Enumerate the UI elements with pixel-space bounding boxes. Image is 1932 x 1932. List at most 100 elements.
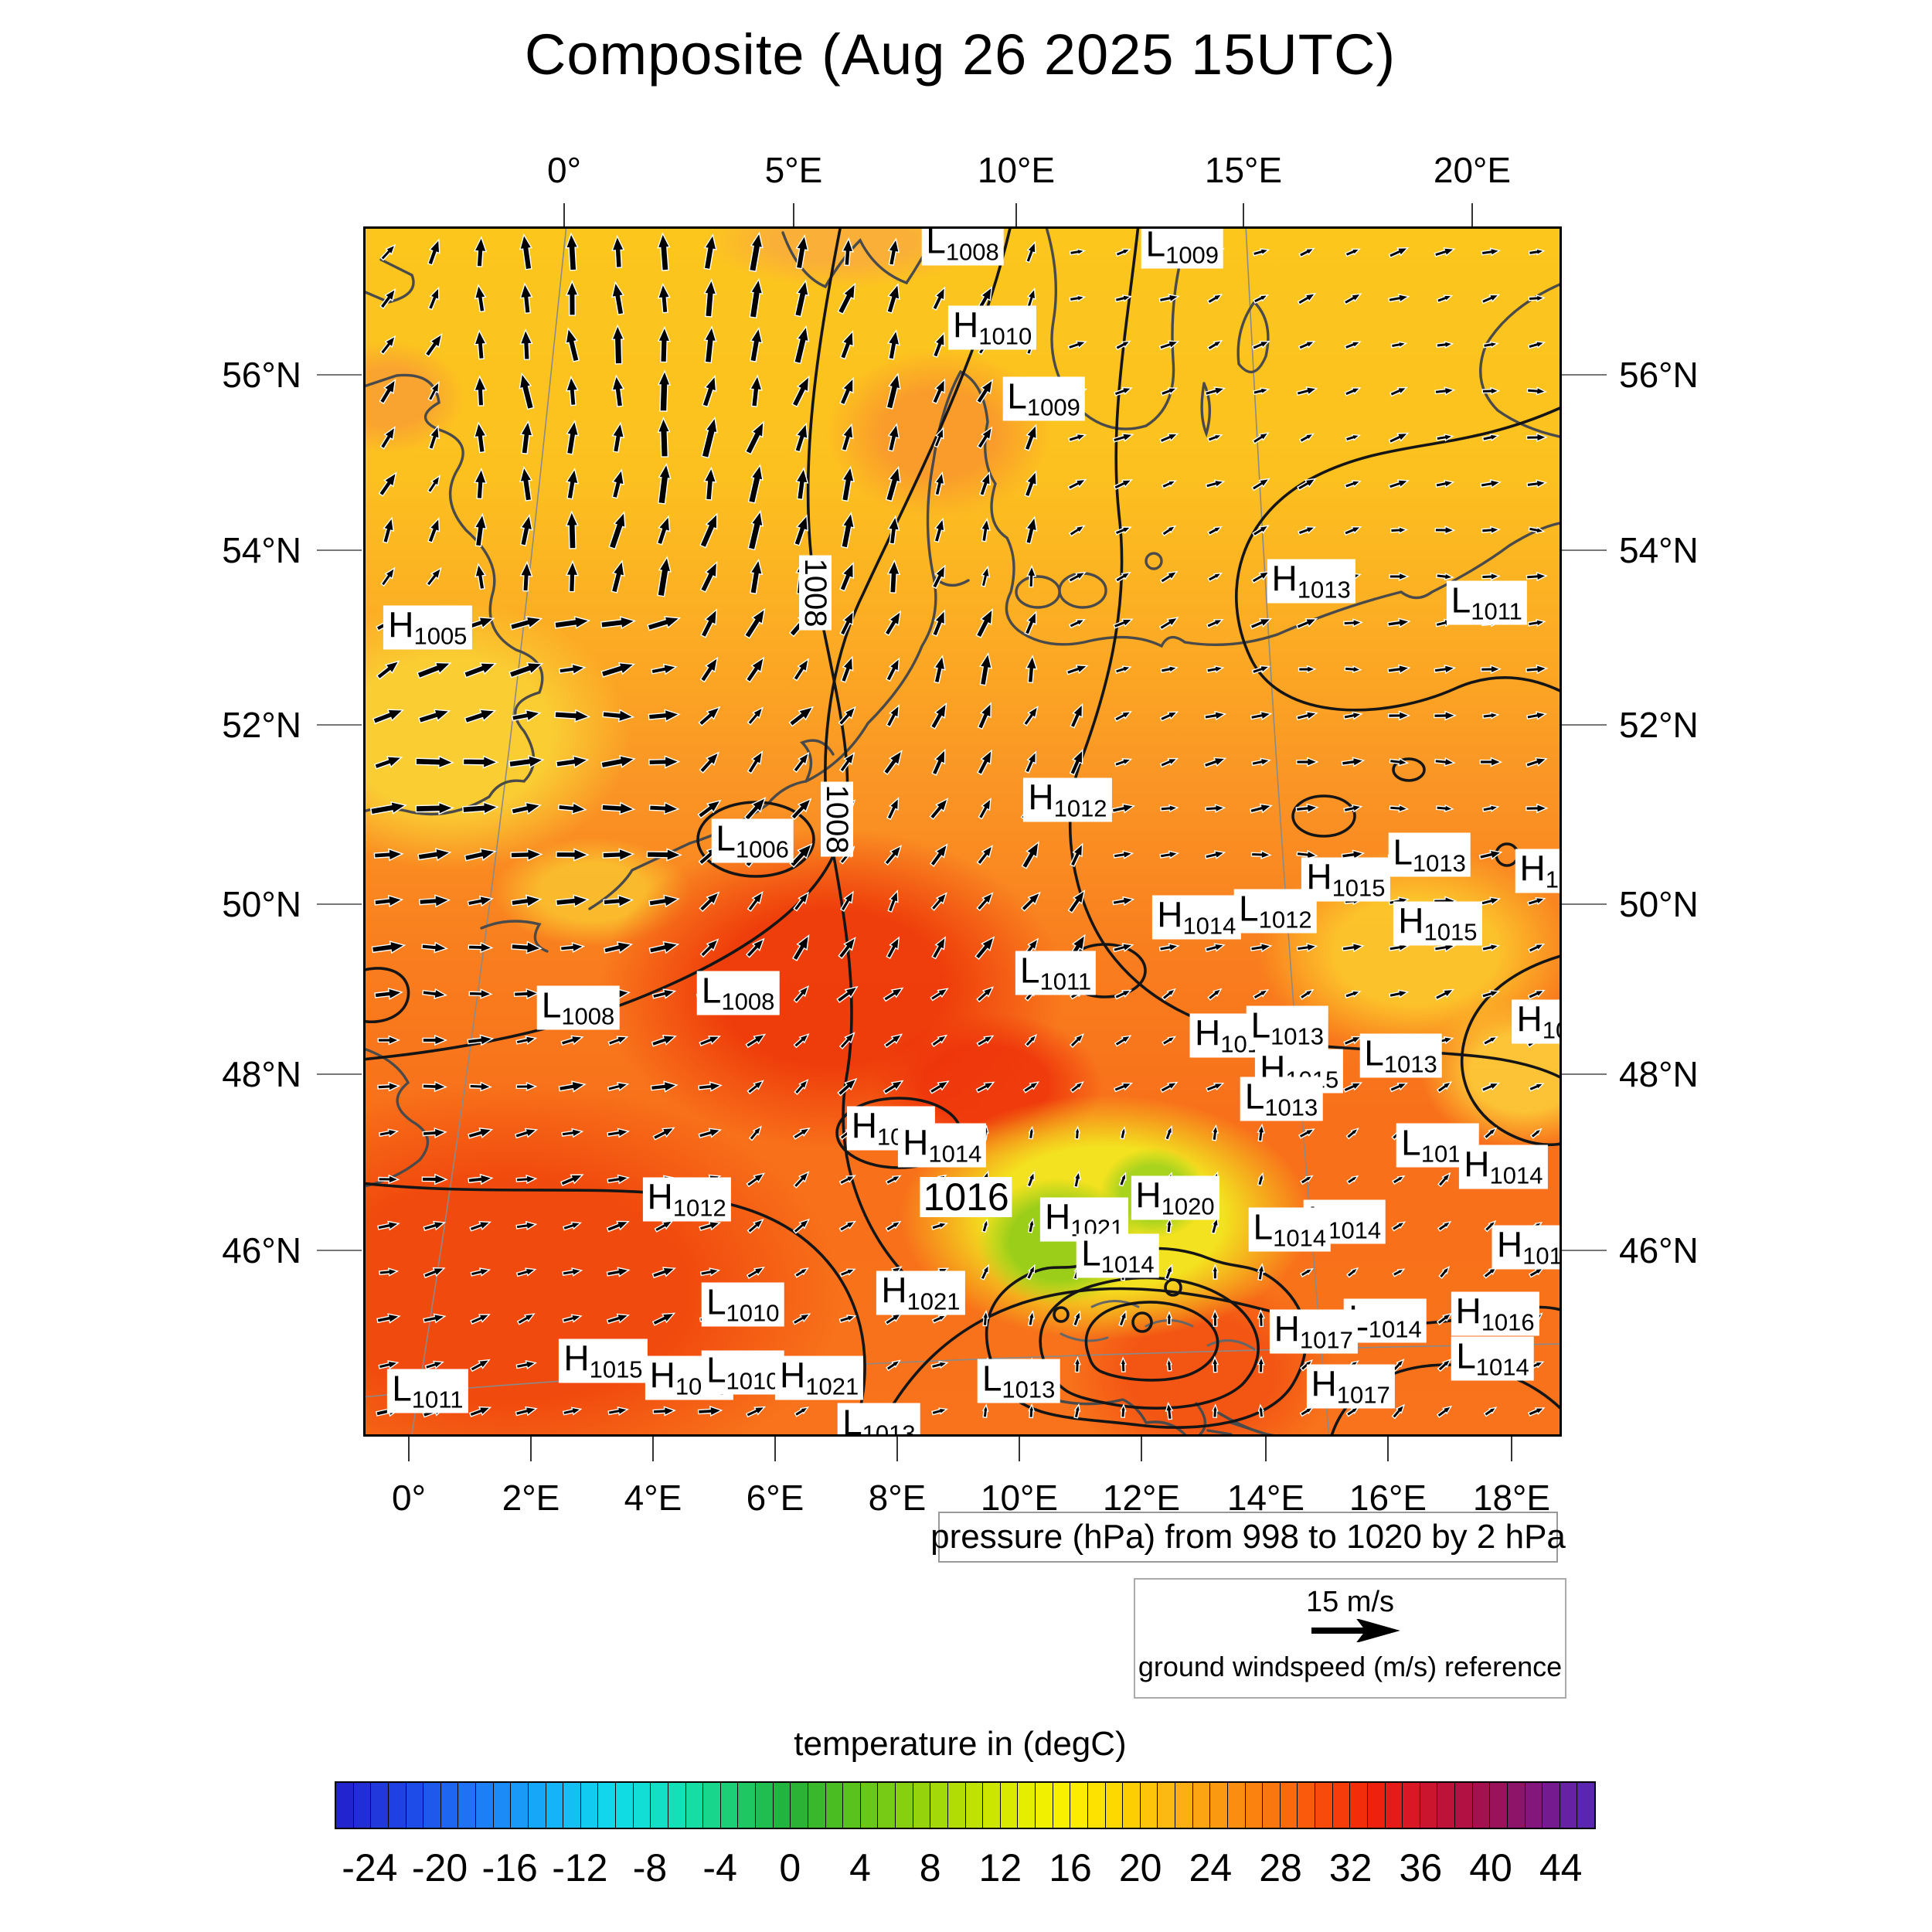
pressure-high-label: H1017 <box>1269 1308 1358 1354</box>
pressure-letter: L <box>716 818 736 859</box>
wind-arrow <box>1250 942 1273 953</box>
wind-arrow <box>1343 711 1363 720</box>
wind-arrow <box>976 426 993 450</box>
pressure-high-label: H1012 <box>1023 777 1112 822</box>
pressure-low-label: L1008 <box>696 971 780 1015</box>
wind-arrow <box>1161 525 1177 537</box>
wind-arrow <box>1072 1310 1081 1327</box>
wind-arrow <box>837 282 856 315</box>
axis-label-left: 54°N <box>222 530 301 570</box>
colorbar-cell <box>860 1783 879 1828</box>
wind-arrow <box>1480 664 1502 675</box>
wind-arrow <box>1300 1267 1314 1277</box>
wind-arrow <box>698 1128 723 1139</box>
coast-norway-oslofjord <box>781 231 935 289</box>
colorbar-cell <box>1053 1783 1071 1828</box>
wind-arrow <box>1299 1406 1315 1417</box>
pressure-value: 1013 <box>1412 849 1466 877</box>
wind-arrow <box>744 420 764 455</box>
pressure-letter: H <box>1274 1308 1300 1349</box>
wind-arrow <box>1257 1172 1264 1186</box>
colorbar-tick-label: 0 <box>779 1846 801 1889</box>
wind-arrow <box>565 510 579 549</box>
wind-arrow <box>887 237 900 267</box>
pressure-value: 1008 <box>561 1002 615 1030</box>
wind-arrow <box>934 471 945 496</box>
wind-arrow <box>1114 758 1133 767</box>
pressure-value: 1021 <box>906 1287 961 1315</box>
axis-label-bottom: 16°E <box>1349 1478 1427 1518</box>
colorbar-tick-labels: -24 -20 -16 -12 -8 -4 0 4 8 12 16 20 24 28 32 36 40 44 <box>0 1845 1932 1900</box>
wind-arrow <box>1028 1125 1035 1140</box>
pressure-letter: L <box>842 1402 862 1434</box>
wind-arrow <box>748 231 764 273</box>
wind-arrow <box>1069 294 1087 302</box>
alpine-ridge <box>1060 1332 1109 1342</box>
wind-arrow <box>793 891 810 912</box>
pressure-high-label: H1015 <box>559 1338 648 1383</box>
pressure-letter: H <box>1464 1144 1490 1185</box>
axis-tick-top <box>1471 203 1473 226</box>
wind-arrow <box>515 1081 538 1092</box>
wind-arrow <box>562 1267 583 1277</box>
wind-arrow <box>1113 850 1134 859</box>
wind-arrow <box>1161 480 1177 489</box>
axis-tick-left <box>317 1250 362 1251</box>
colorbar-cell <box>616 1783 634 1828</box>
wind-arrow <box>932 332 945 359</box>
wind-arrow <box>1437 1172 1451 1188</box>
wind-arrow <box>841 465 855 502</box>
pressure-letter: L <box>706 1349 726 1390</box>
wind-arrow <box>519 513 533 546</box>
wind-arrow <box>747 706 764 726</box>
coast-continent-north <box>588 369 1560 910</box>
colorbar-cell <box>808 1783 826 1828</box>
wind-arrow <box>373 848 404 862</box>
wind-arrow <box>1119 1125 1127 1140</box>
pressure-letter: L <box>981 1358 1002 1399</box>
pressure-value: 1010 <box>726 1367 780 1395</box>
wind-arrow <box>519 465 533 502</box>
contour-value-label: 1008 <box>820 781 854 857</box>
wind-arrow <box>1164 1124 1173 1141</box>
coast-dalmatia-islands <box>1206 1421 1264 1434</box>
wind-arrow <box>648 940 680 954</box>
colorbar-cell <box>965 1783 984 1828</box>
wind-arrow <box>422 1034 448 1046</box>
pressure-value: 1015 <box>1423 918 1478 946</box>
pressure-value: 1014 <box>1100 1250 1155 1278</box>
wind-arrow <box>836 985 859 1004</box>
colorbar-cell <box>1000 1783 1019 1828</box>
wind-arrow <box>1159 850 1180 859</box>
wind-arrow <box>794 1406 809 1417</box>
wind-arrow <box>1024 750 1037 774</box>
wind-arrow <box>887 889 899 913</box>
wind-arrow <box>519 372 535 410</box>
wind-arrow <box>1114 294 1133 303</box>
wind-arrow <box>975 936 995 961</box>
wind-arrow <box>607 1174 630 1185</box>
wind-arrow <box>1160 804 1179 813</box>
wind-arrow <box>930 1222 948 1230</box>
axis-tick-right <box>1562 1250 1607 1251</box>
pressure-letter: H <box>1044 1196 1071 1237</box>
wind-arrow <box>1481 386 1501 396</box>
graticule-lines <box>366 229 1560 1434</box>
axis-label-left: 46°N <box>222 1230 301 1270</box>
pressure-letter: L <box>1393 832 1413 872</box>
wind-arrow <box>519 282 533 315</box>
wind-arrow <box>1164 1264 1173 1281</box>
wind-arrow <box>515 1174 538 1185</box>
wind-arrow <box>1025 515 1038 545</box>
wind-arrow <box>565 232 579 271</box>
wind-arrow <box>515 1360 538 1370</box>
coast-britain <box>366 373 544 816</box>
pressure-value: 1013 <box>1002 1376 1056 1403</box>
pressure-value: 1017 <box>1299 1326 1353 1354</box>
wind-arrow <box>1298 1128 1315 1139</box>
wind-arrow <box>699 512 718 549</box>
wind-arrow <box>838 1175 856 1185</box>
colorbar-cell <box>1577 1783 1594 1828</box>
wind-arrow <box>1251 570 1270 584</box>
wind-arrow <box>1526 479 1548 488</box>
